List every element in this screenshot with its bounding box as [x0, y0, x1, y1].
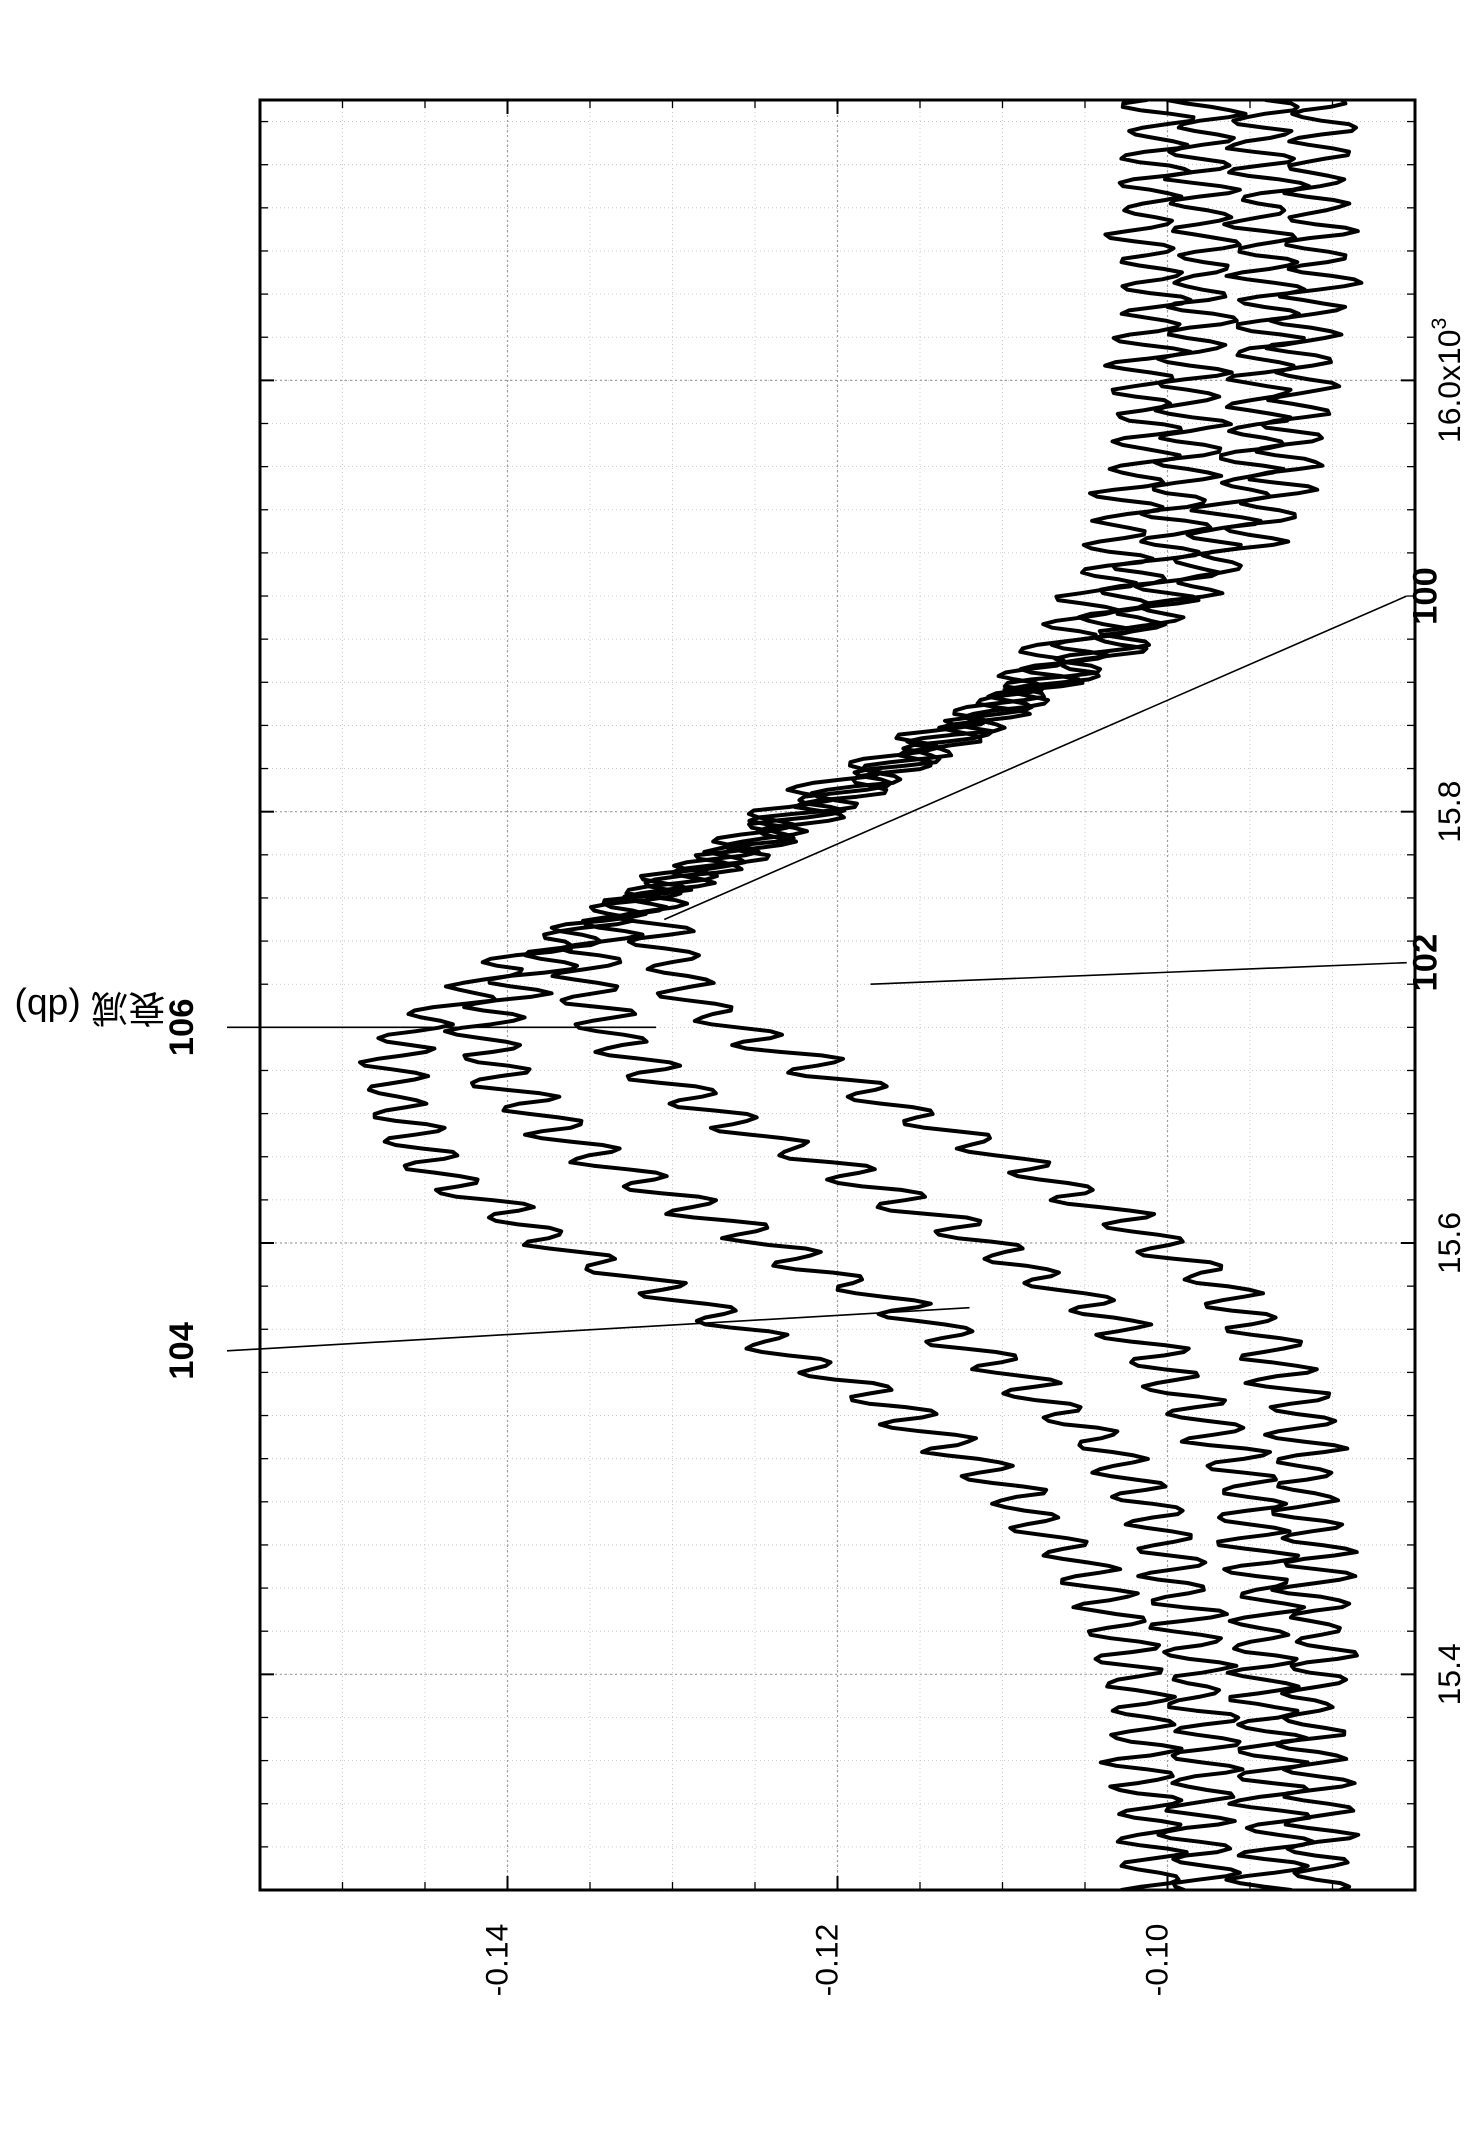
y-tick-label: -0.10 [1139, 1924, 1175, 1997]
y-tick-label: -0.12 [809, 1924, 845, 1997]
x-tick-label: 15.8 [1431, 781, 1467, 843]
callout-label-102: 102 [1407, 934, 1445, 992]
x-tick-label: 15.6 [1431, 1212, 1467, 1274]
x-tick-label: 15.4 [1431, 1643, 1467, 1705]
figure-container: 15.415.615.816.0x103频率 (Hz)-0.10-0.12-0.… [0, 0, 1475, 2130]
callout-label-100: 100 [1407, 567, 1445, 625]
y-axis-label: 衰减 (db) [14, 987, 165, 1029]
x-tick-label: 16.0x103 [1427, 318, 1467, 443]
attenuation-vs-frequency-chart: 15.415.615.816.0x103频率 (Hz)-0.10-0.12-0.… [0, 0, 1475, 2130]
callout-label-106: 106 [163, 998, 201, 1056]
y-tick-label: -0.14 [479, 1924, 515, 1997]
callout-label-104: 104 [163, 1321, 201, 1379]
